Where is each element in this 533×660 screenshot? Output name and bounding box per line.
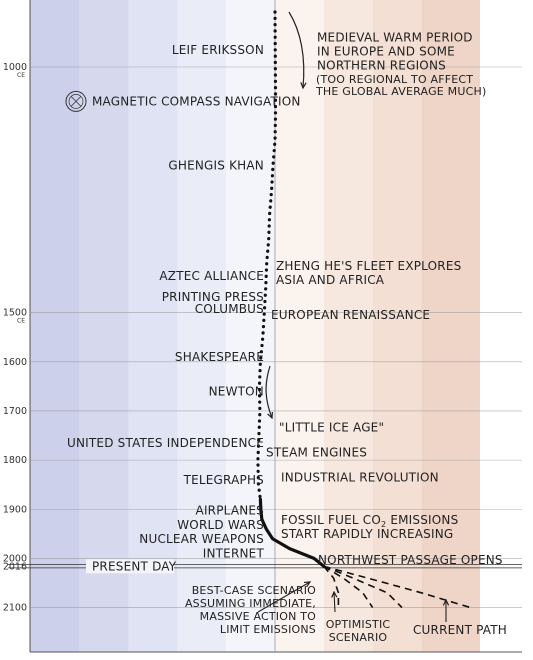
tick-label: 2100 — [3, 603, 27, 614]
temperature-band — [31, 0, 80, 652]
event-label: WORLD WARS — [177, 518, 264, 532]
event-label: STEAM ENGINES — [266, 446, 367, 460]
scenario-arrowhead — [442, 598, 450, 606]
event-label: TELEGRAPHS — [183, 473, 264, 487]
tick-label: 1000 — [3, 62, 27, 73]
event-label: NEWTON — [209, 384, 264, 398]
event-label: ZHENG HE'S FLEET EXPLORES — [276, 259, 461, 273]
event-label: MEDIEVAL WARM PERIOD — [317, 31, 473, 45]
annotation-arrows — [257, 11, 450, 622]
event-label: PRINTING PRESS — [162, 290, 264, 304]
ice-age-arrowhead — [267, 411, 273, 420]
scenario-arrow — [257, 581, 311, 613]
event-label: AIRPLANES — [196, 504, 264, 518]
tick-sublabel: CE — [17, 72, 25, 79]
tick-label: 1900 — [3, 504, 27, 515]
present-day-label-bg — [86, 559, 174, 574]
tick-label: 2000 — [3, 553, 27, 564]
temperature-band — [226, 0, 275, 652]
temperature-band — [177, 0, 227, 652]
series-line-dashed — [323, 565, 403, 609]
event-label: AZTEC ALLIANCE — [159, 269, 264, 283]
fossil-fuel-label: FOSSIL FUEL CO2 EMISSIONS — [281, 513, 458, 529]
compass-icon-inner — [68, 94, 84, 109]
scenario-label: SCENARIO — [329, 631, 388, 644]
event-label: LEIF ERIKSSON — [172, 43, 264, 57]
event-label: "LITTLE ICE AGE" — [279, 421, 384, 435]
scenario-arrow — [333, 591, 336, 613]
temperature-bands — [29, 0, 522, 653]
present-day-label: PRESENT DAY — [92, 559, 177, 573]
event-label: INDUSTRIAL REVOLUTION — [281, 470, 439, 484]
event-label: MAGNETIC COMPASS NAVIGATION — [92, 94, 301, 108]
scenario-label: ASSUMING IMMEDIATE, — [185, 597, 316, 610]
temperature-band — [79, 0, 129, 652]
scenario-label: OPTIMISTIC — [326, 618, 391, 631]
scenario-label: LIMIT EMISSIONS — [220, 623, 316, 636]
event-label: GHENGIS KHAN — [168, 158, 264, 172]
event-label: EUROPEAN RENAISSANCE — [271, 308, 430, 322]
warm-period-arrowhead — [300, 82, 307, 90]
event-labels: LEIF ERIKSSON MAGNETIC COMPASS NAVIGATION… — [65, 31, 507, 644]
temperature-band — [372, 0, 422, 652]
tick-label: 1700 — [3, 406, 27, 417]
event-label: ASIA AND AFRICA — [276, 273, 385, 287]
event-label: INTERNET — [203, 546, 265, 560]
series-line-dotted — [256, 10, 278, 501]
event-label: COLUMBUS — [195, 302, 264, 316]
note-label: (TOO REGIONAL TO AFFECT — [316, 73, 473, 86]
event-label: NUCLEAR WEAPONS — [139, 532, 264, 546]
event-label: NORTHERN REGIONS — [317, 59, 446, 73]
event-label: UNITED STATES INDEPENDENCE — [67, 436, 264, 450]
compass-icon — [65, 90, 87, 112]
event-label: IN EUROPE AND SOME — [317, 45, 455, 59]
year-gridlines: PRESENT DAY — [8, 66, 522, 608]
note-label: THE GLOBAL AVERAGE MUCH) — [315, 85, 486, 98]
event-label: NORTHWEST PASSAGE OPENS — [318, 553, 503, 567]
scenario-label: CURRENT PATH — [413, 623, 507, 637]
fossil-fuel-label: START RAPIDLY INCREASING — [281, 527, 453, 541]
series-line-solid — [258, 497, 326, 568]
temperature-band — [421, 0, 480, 652]
series-line-dashed — [323, 565, 340, 608]
temperature-band — [128, 0, 178, 652]
scenario-arrowhead — [303, 581, 312, 588]
event-label: SHAKESPEARE — [175, 350, 264, 364]
compass-icon-needle — [70, 96, 82, 107]
tick-label: 1600 — [3, 357, 27, 368]
ice-age-arrow — [265, 365, 273, 419]
scenario-label: MASSIVE ACTION TO — [200, 610, 316, 623]
tick-label: 1500 — [3, 308, 27, 319]
temperature-band — [323, 0, 373, 652]
warm-period-arrow — [288, 11, 305, 89]
tick-sublabel: CE — [17, 318, 25, 325]
tick-label: 2016 — [3, 561, 27, 572]
tick-label: 1800 — [3, 455, 27, 466]
scenario-label: BEST-CASE SCENARIO — [192, 584, 316, 597]
scenario-arrowhead — [331, 590, 338, 598]
